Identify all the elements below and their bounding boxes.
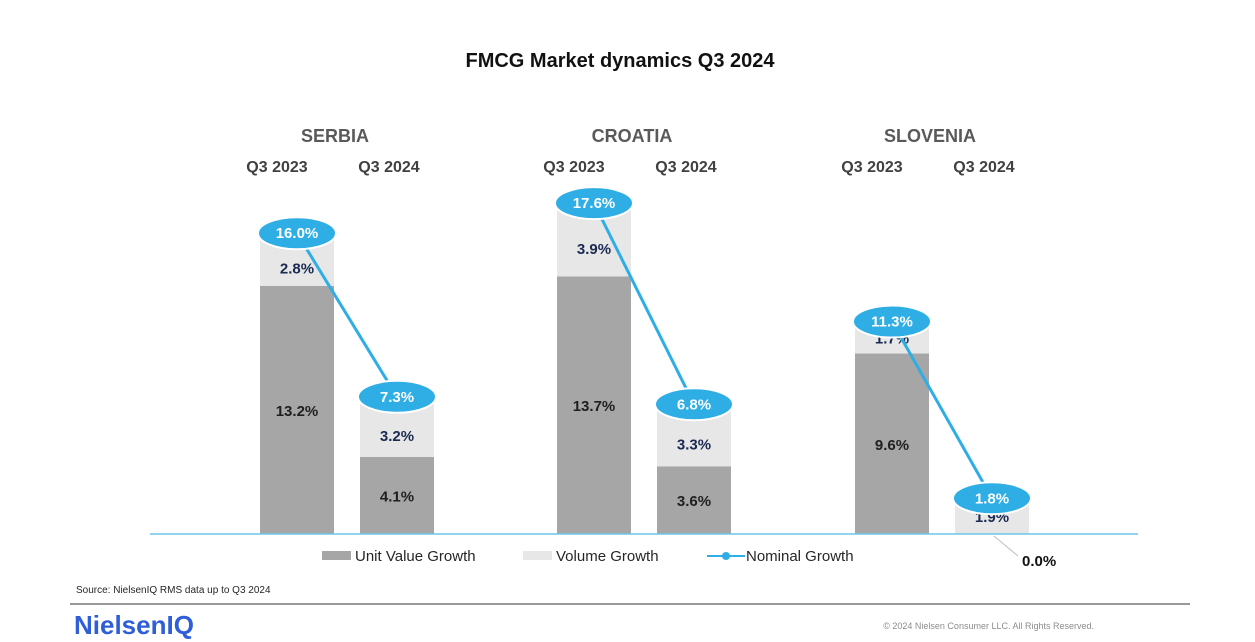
croatia-period-label: Q3 2023: [543, 159, 604, 176]
slovenia-q3-2023-nominal-label: 11.3%: [871, 314, 913, 331]
unit-value-growth-legend-swatch: [322, 551, 351, 560]
croatia-period-label: Q3 2024: [655, 159, 716, 176]
serbia-period-label: Q3 2024: [358, 159, 419, 176]
slovenia-period-label: Q3 2024: [953, 159, 1014, 176]
unit-value-growth-legend-label: Unit Value Growth: [355, 548, 476, 565]
serbia-nominal-line: [295, 232, 399, 398]
croatia-q3-2024-nominal-label: 6.8%: [677, 396, 711, 413]
source-note: Source: NielsenIQ RMS data up to Q3 2024: [76, 585, 271, 596]
slovenia-q3-2024-unit-value-label: 0.0%: [1022, 553, 1056, 570]
volume-growth-legend-swatch: [523, 551, 552, 560]
slovenia-nominal-line: [890, 320, 994, 500]
chart-title: FMCG Market dynamics Q3 2024: [465, 50, 775, 72]
croatia-q3-2023-nominal-label: 17.6%: [573, 195, 616, 212]
croatia-q3-2024-unit-value-bar: [657, 466, 731, 534]
slovenia-q3-2023-unit-value-label: 9.6%: [875, 437, 909, 454]
croatia-q3-2023-unit-value-label: 13.7%: [573, 398, 616, 415]
slovenia-period-label: Q3 2023: [841, 159, 902, 176]
serbia-q3-2024-unit-value-bar: [360, 456, 434, 534]
legend: Unit Value Growth Volume Growth Nominal Gr…: [322, 548, 854, 565]
serbia-q3-2024-unit-value-label: 4.1%: [380, 488, 414, 505]
slovenia-q3-2024-nominal-label: 1.8%: [975, 490, 1009, 507]
nominal-growth-legend-label: Nominal Growth: [746, 548, 854, 565]
serbia-q3-2023-unit-value-label: 13.2%: [276, 403, 319, 420]
nominal-growth-legend-marker: [722, 552, 730, 560]
croatia-q3-2024-unit-value-label: 3.6%: [677, 493, 711, 510]
serbia-period-label: Q3 2023: [246, 159, 307, 176]
nielseniq-logo: NielsenIQ: [74, 610, 194, 640]
croatia-q3-2023-volume-label: 3.9%: [577, 241, 611, 258]
slovenia-q3-2024-unit-value-leader: [993, 535, 1019, 557]
serbia-q3-2023-nominal-label: 16.0%: [276, 225, 319, 242]
croatia-header: CROATIA: [592, 126, 673, 146]
volume-growth-legend-label: Volume Growth: [556, 548, 659, 565]
serbia-q3-2024-nominal-marker: [357, 379, 437, 414]
croatia-q3-2023-unit-value-bar: [557, 276, 631, 534]
serbia-header: SERBIA: [301, 126, 369, 146]
croatia-q3-2024-nominal-marker: [654, 387, 734, 422]
serbia-q3-2023-unit-value-bar: [260, 285, 334, 534]
serbia-q3-2024-volume-label: 3.2%: [380, 428, 414, 445]
slovenia-header: SLOVENIA: [884, 126, 976, 146]
slovenia-q3-2023-unit-value-bar: [855, 353, 929, 534]
croatia-nominal-line: [592, 202, 696, 405]
croatia-q3-2023-nominal-marker: [554, 186, 634, 221]
serbia-q3-2024-nominal-label: 7.3%: [380, 389, 414, 406]
slovenia-q3-2023-nominal-marker: [852, 304, 932, 339]
copyright-note: © 2024 Nielsen Consumer LLC. All Rights …: [883, 621, 1094, 631]
serbia-q3-2023-nominal-marker: [257, 216, 337, 251]
serbia-q3-2023-volume-label: 2.8%: [280, 261, 314, 278]
croatia-q3-2024-volume-label: 3.3%: [677, 436, 711, 453]
slovenia-q3-2024-nominal-marker: [952, 481, 1032, 516]
